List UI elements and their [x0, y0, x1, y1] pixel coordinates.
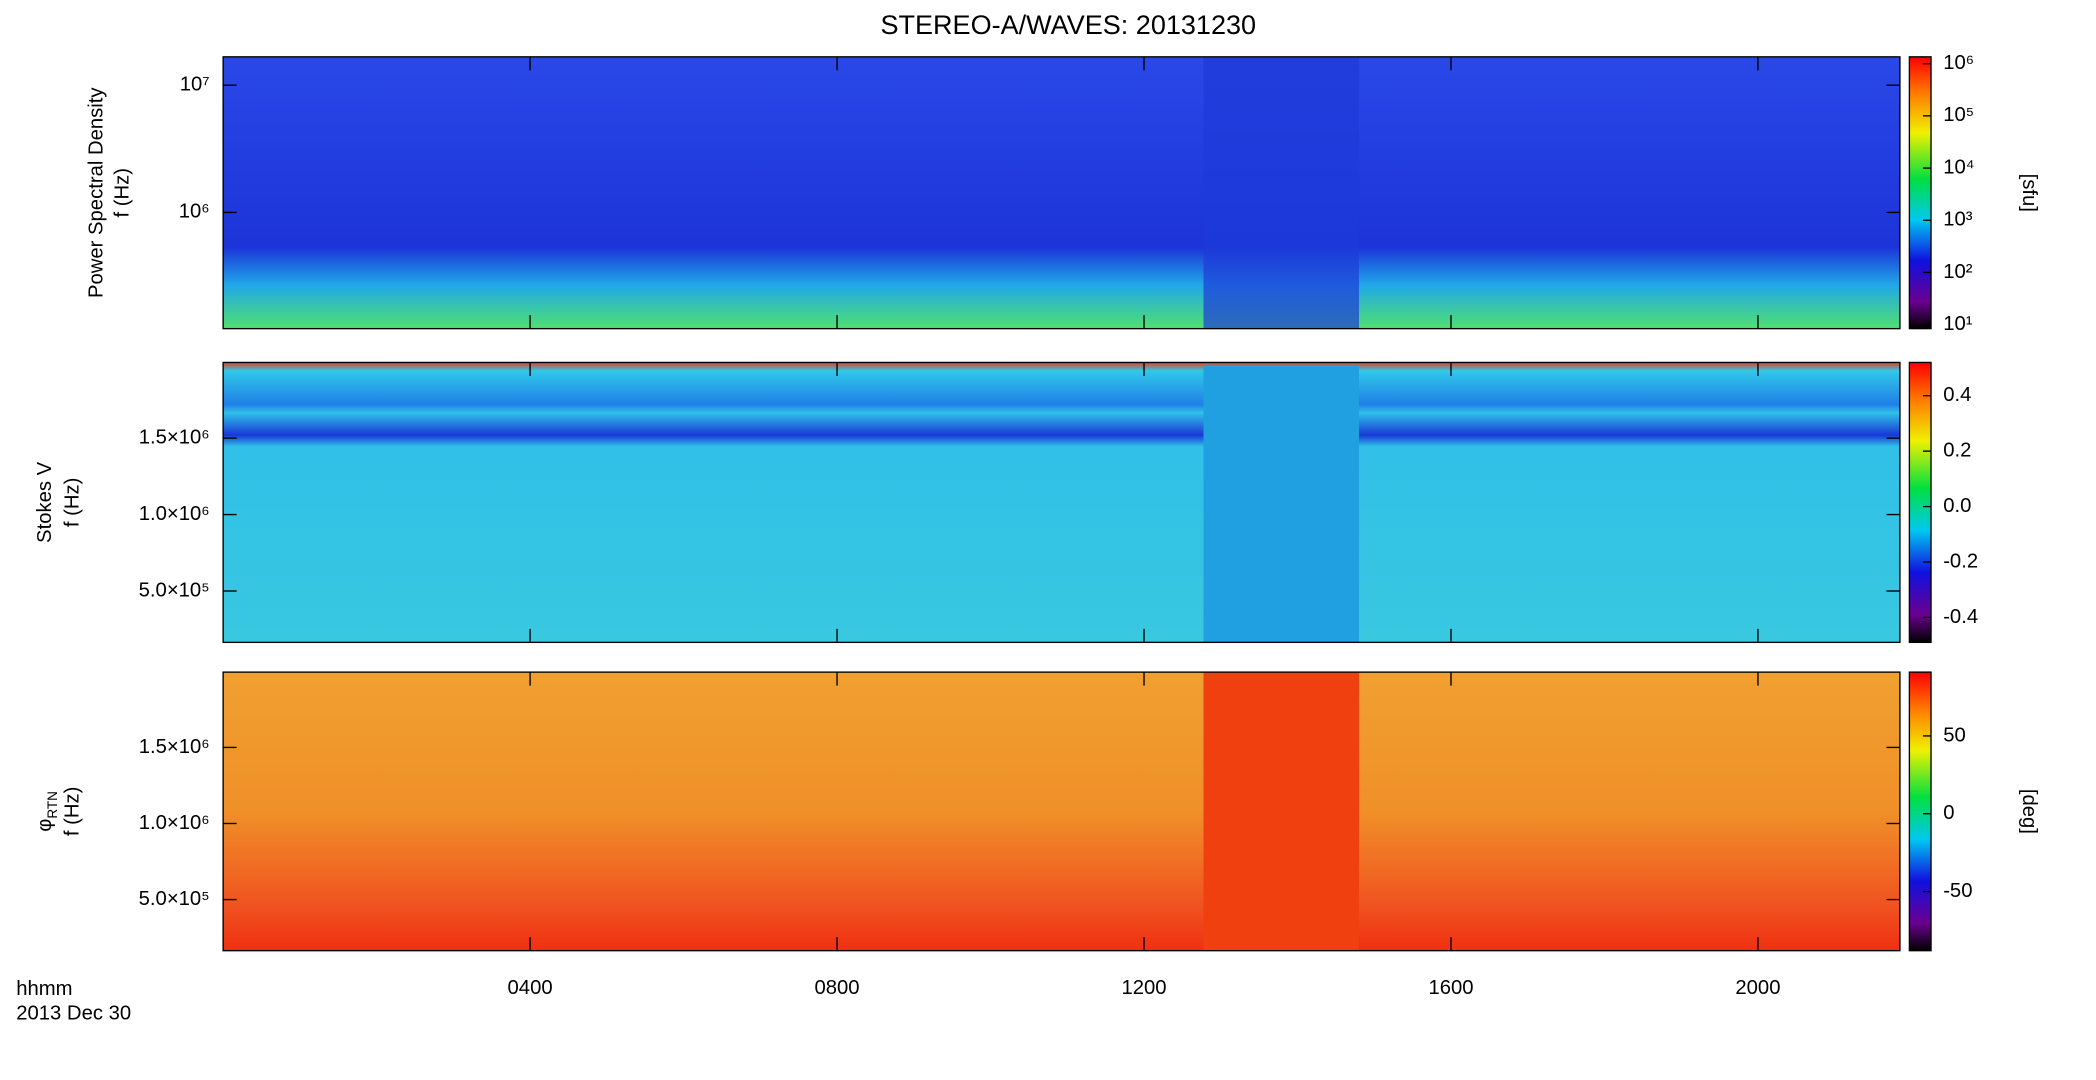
colorbar — [1908, 56, 1932, 330]
y-axis-label: φRTN — [34, 791, 60, 832]
colorbar — [1908, 361, 1932, 644]
plot-frame — [222, 361, 1901, 644]
x-tick-label: 1600 — [1428, 977, 1473, 999]
colorbar-tick-label: 0 — [1943, 802, 1954, 824]
colorbar-label: [deg] — [2018, 789, 2040, 834]
x-tick-label: 0400 — [508, 977, 553, 999]
y-axis-label: Power Spectral Density — [86, 87, 108, 298]
y-axis-label-text: Power Spectral Density — [86, 87, 108, 298]
y-tick-label: 5.0×10⁵ — [139, 579, 210, 601]
spectrogram-image — [223, 56, 1900, 329]
colorbar-tick-label: 10¹ — [1943, 313, 1973, 335]
colorbar-tick-label: 10⁴ — [1943, 156, 1974, 178]
colorbar-tick-label: 50 — [1943, 724, 1966, 746]
x-tick-label: 0800 — [815, 977, 860, 999]
colorbar — [1908, 671, 1932, 952]
y-axis-label-text: Stokes V — [34, 461, 56, 543]
y-tick-label: 1.5×10⁶ — [139, 426, 210, 448]
colorbar-tick-label: 10⁶ — [1943, 52, 1974, 74]
y-axis-label-sub: RTN — [45, 791, 60, 819]
y-axis-label-unit: f (Hz) — [61, 478, 83, 528]
y-tick-label: 1.5×10⁶ — [139, 736, 210, 758]
data-gap — [1203, 56, 1360, 329]
date-label: 2013 Dec 30 — [16, 1003, 131, 1025]
colorbar-tick-label: -0.2 — [1943, 550, 1978, 572]
x-axis-label: hhmm — [16, 978, 72, 1000]
colorbar-tick-label: 0.2 — [1943, 439, 1971, 461]
x-tick-label: 2000 — [1735, 977, 1780, 999]
plot-frame — [222, 56, 1901, 330]
colorbar-tick-label: -50 — [1943, 880, 1972, 902]
colorbar-label: [sfu] — [2018, 174, 2040, 212]
spectrogram-image — [223, 362, 1900, 643]
plot-frame — [222, 671, 1901, 952]
y-axis-label-unit: f (Hz) — [111, 168, 133, 218]
y-tick-label: 10⁷ — [180, 74, 210, 96]
y-axis-label-unit: f (Hz) — [61, 787, 83, 837]
y-tick-label: 1.0×10⁶ — [139, 503, 210, 525]
y-tick-label: 5.0×10⁵ — [139, 888, 210, 910]
spectrogram-image — [223, 672, 1900, 951]
y-tick-label: 10⁶ — [179, 201, 210, 223]
colorbar-tick-label: 10³ — [1943, 209, 1973, 231]
y-tick-label: 1.0×10⁶ — [139, 812, 210, 834]
y-axis-label: Stokes V — [34, 461, 56, 543]
y-axis-label-text: φ — [34, 819, 56, 832]
colorbar-tick-label: 10⁵ — [1943, 104, 1974, 126]
colorbar-tick-label: -0.4 — [1943, 606, 1978, 628]
colorbar-tick-label: 0.4 — [1943, 384, 1971, 406]
colorbar-tick-label: 0.0 — [1943, 495, 1971, 517]
colorbar-tick-label: 10² — [1943, 261, 1973, 283]
data-gap — [1203, 672, 1360, 951]
data-gap — [1203, 365, 1360, 643]
x-tick-label: 1200 — [1121, 977, 1166, 999]
chart-title: STEREO-A/WAVES: 20131230 — [880, 10, 1256, 40]
